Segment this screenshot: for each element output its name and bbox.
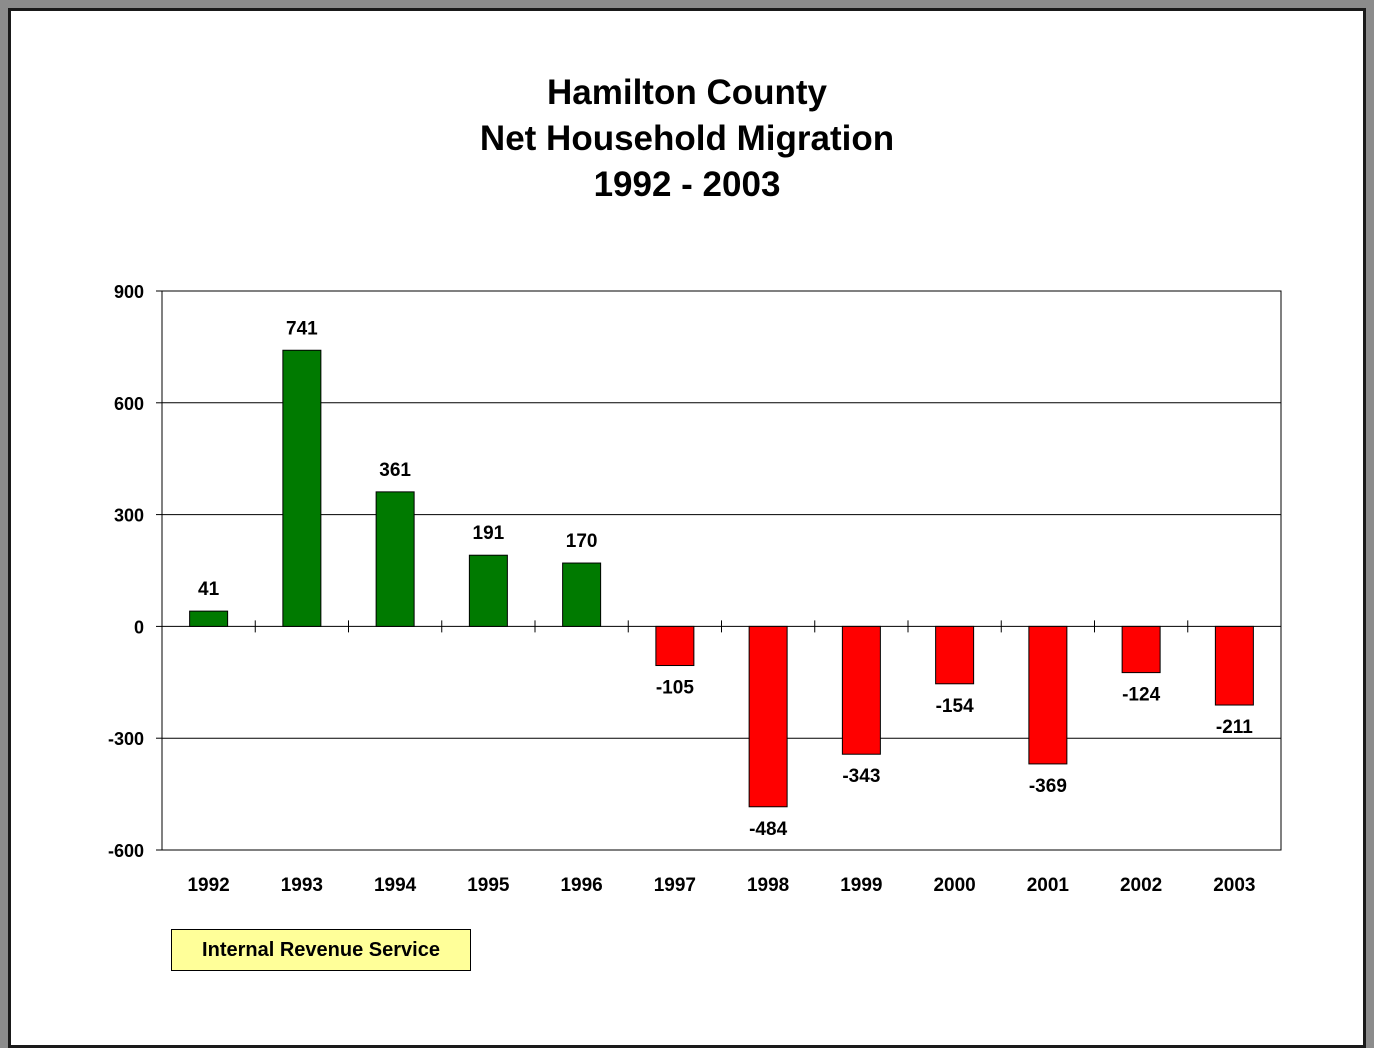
data-label: 191 — [473, 523, 505, 544]
x-tick-label: 1994 — [374, 875, 417, 896]
plot-area — [161, 290, 1282, 851]
bar-1998 — [748, 625, 788, 808]
title-line-3: 1992 - 2003 — [593, 165, 781, 204]
bar-1993 — [282, 349, 322, 627]
x-tick-label: 1993 — [281, 875, 323, 896]
x-tick-label: 2002 — [1120, 875, 1162, 896]
bar-1994 — [375, 491, 415, 627]
data-label: -369 — [1029, 776, 1067, 797]
bar-1997 — [655, 625, 695, 667]
x-tick-label: 2003 — [1213, 875, 1255, 896]
data-label: -484 — [749, 819, 787, 840]
title-line-2: Net Household Migration — [479, 119, 895, 158]
y-tick-label: 600 — [114, 394, 144, 414]
x-tick-label: 1999 — [840, 875, 882, 896]
data-label: -105 — [656, 678, 694, 699]
bar-1992 — [189, 610, 229, 627]
bar-1995 — [468, 554, 508, 627]
chart-title: Hamilton County Net Household Migration … — [0, 70, 1374, 208]
x-tick-label: 1996 — [560, 875, 602, 896]
data-label: 41 — [198, 579, 220, 600]
x-tick-label: 1995 — [467, 875, 510, 896]
x-tick-label: 2000 — [933, 875, 975, 896]
bar-2002 — [1121, 625, 1161, 674]
y-tick-label: -600 — [108, 841, 144, 861]
bar-2001 — [1028, 625, 1068, 765]
data-label: 361 — [379, 460, 411, 481]
data-label: 170 — [566, 531, 598, 552]
y-tick-label: -300 — [108, 729, 144, 749]
data-label: -124 — [1122, 685, 1160, 706]
title-line-1: Hamilton County — [547, 73, 827, 112]
source-label: Internal Revenue Service — [171, 929, 471, 971]
x-tick-label: 1997 — [654, 875, 696, 896]
y-tick-label: 900 — [114, 282, 144, 302]
data-label: -343 — [842, 766, 880, 787]
bar-2003 — [1214, 625, 1254, 706]
bar-2000 — [935, 625, 975, 685]
x-tick-label: 2001 — [1027, 875, 1070, 896]
bar-1996 — [562, 562, 602, 627]
x-tick-label: 1992 — [187, 875, 229, 896]
y-tick-label: 0 — [134, 617, 144, 637]
data-label: -211 — [1216, 717, 1253, 738]
data-label: -154 — [936, 696, 974, 717]
y-tick-label: 300 — [114, 506, 144, 526]
bar-1999 — [841, 625, 881, 755]
x-tick-label: 1998 — [747, 875, 789, 896]
data-label: 741 — [286, 318, 318, 339]
